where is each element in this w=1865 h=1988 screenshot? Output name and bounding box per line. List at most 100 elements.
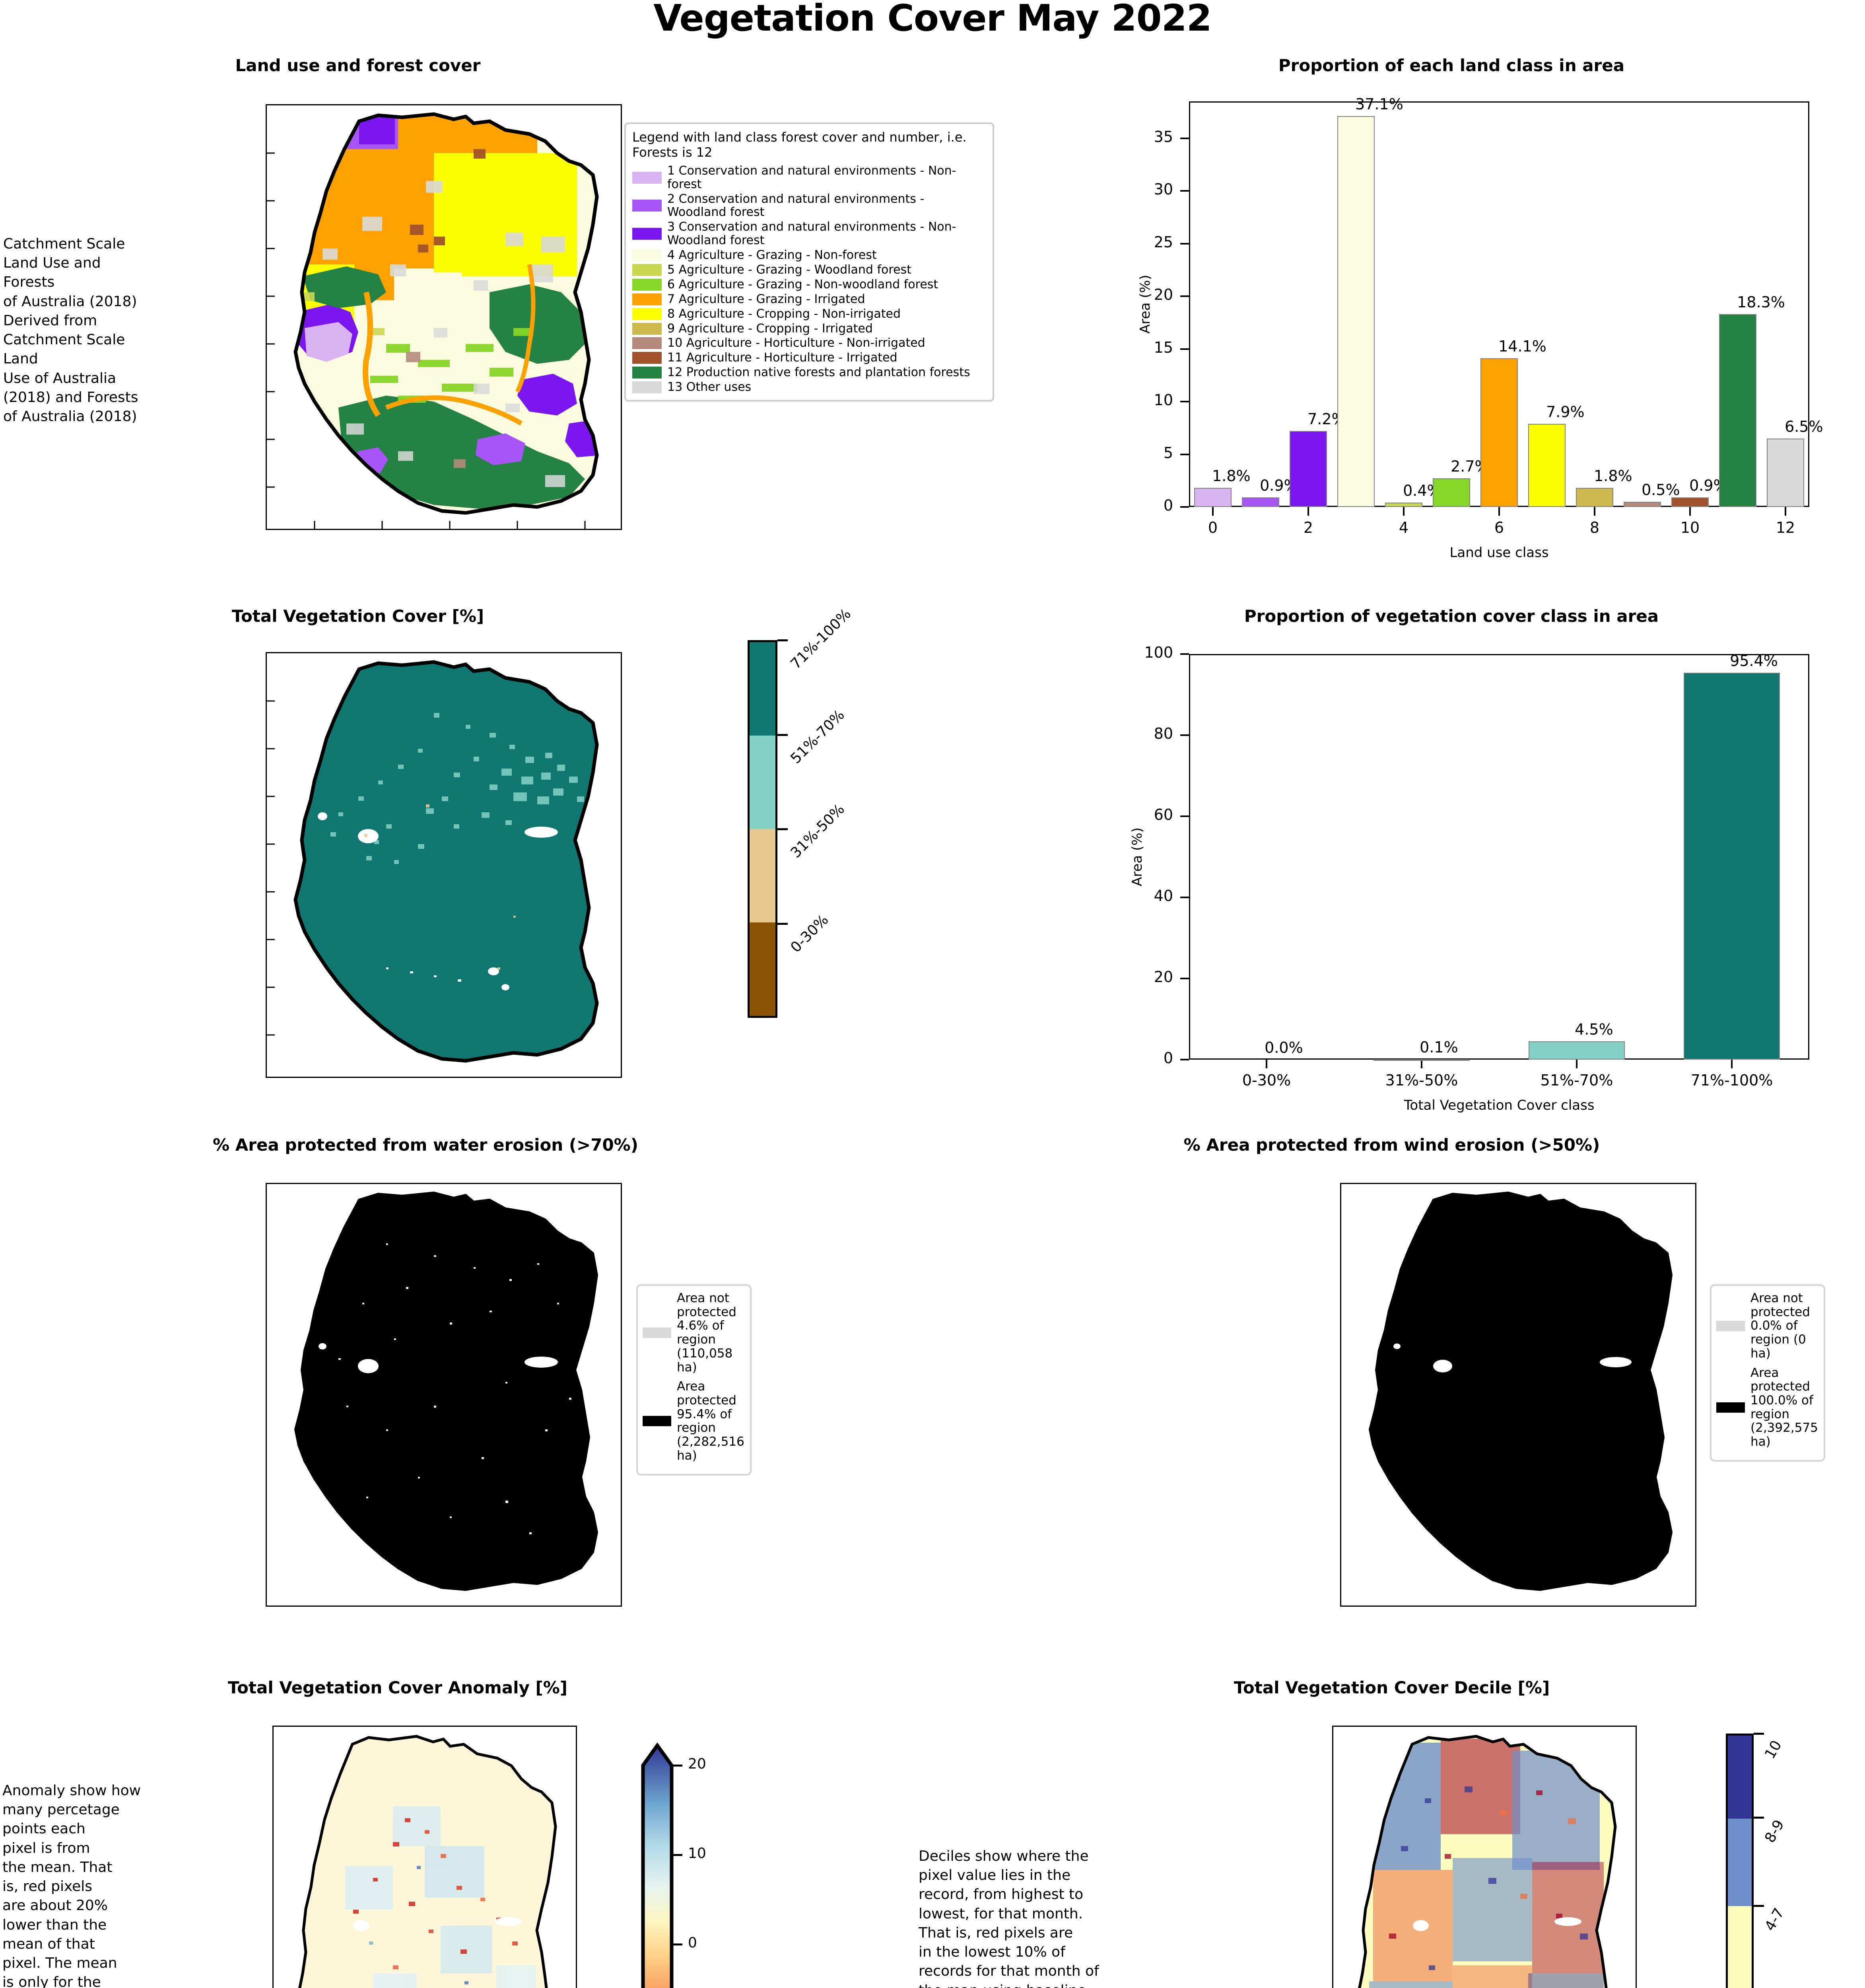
- y-tick-label: 10: [1154, 391, 1173, 409]
- page-title: Vegetation Cover May 2022: [653, 0, 1212, 39]
- land-use-panel-title: Land use and forest cover: [235, 56, 481, 75]
- x-tick-label: 8: [1589, 519, 1600, 536]
- colorbar-tick-label: 4-7: [1762, 1905, 1788, 1934]
- legend-item-label: 6 Agriculture - Grazing - Non-woodland f…: [667, 277, 938, 291]
- y-tick-label: 20: [1154, 968, 1173, 986]
- legend-item-label: 13 Other uses: [667, 380, 752, 394]
- legend-color-swatch: [632, 352, 662, 364]
- chart2-plot-frame: [1189, 654, 1809, 1060]
- erosion-item-label: Area not protected 0.0% of region (0 ha): [1750, 1291, 1810, 1361]
- y-tick-mark: [1180, 1059, 1189, 1060]
- decile-map-graphic: [1358, 1735, 1617, 1988]
- y-tick-mark: [1180, 653, 1189, 655]
- erosion-item-label: Area protected 100.0% of region (2,392,5…: [1750, 1365, 1818, 1449]
- bar-value-label: 37.1%: [1355, 95, 1403, 113]
- colorbar-tick: [1754, 1905, 1764, 1907]
- decile-explainer-note: Deciles show where the pixel value lies …: [919, 1848, 1099, 1988]
- colorbar-tick: [777, 922, 788, 925]
- bar: [1576, 488, 1613, 507]
- colorbar-segment: [750, 922, 775, 1016]
- legend-item-label: 11 Agriculture - Horticulture - Irrigate…: [667, 351, 898, 365]
- bar: [1671, 497, 1709, 507]
- water-erosion-panel-title: % Area protected from water erosion (>70…: [213, 1135, 638, 1155]
- chart2-ylabel: Area (%): [1129, 827, 1145, 886]
- colorbar-tick-label: 71%-100%: [787, 606, 855, 672]
- land-use-source-note: Catchment Scale Land Use and Forests of …: [3, 236, 138, 425]
- land-use-legend-item: 4 Agriculture - Grazing - Non-forest: [632, 248, 986, 262]
- land-class-chart-title: Proportion of each land class in area: [1278, 56, 1625, 75]
- x-tick-mark: [1731, 1060, 1733, 1068]
- land-use-legend-item: 13 Other uses: [632, 381, 986, 394]
- legend-item-label: 4 Agriculture - Grazing - Non-forest: [667, 248, 877, 262]
- bar: [1529, 1041, 1625, 1060]
- y-tick-label: 35: [1154, 128, 1173, 146]
- y-tick-mark: [1180, 295, 1189, 297]
- erosion-item-label: Area not protected 4.6% of region (110,0…: [677, 1291, 736, 1375]
- veg-class-bar-chart: 0 20 40 60 80 100 0-30% 31%-50% 51%-70% 71%-100%…: [1129, 644, 1809, 1113]
- colorbar-tick-label: 10: [1762, 1738, 1785, 1762]
- x-tick-mark: [1576, 1060, 1577, 1068]
- water-erosion-map-graphic: [294, 1191, 598, 1591]
- bar-value-label: 4.5%: [1575, 1021, 1613, 1039]
- wind-erosion-legend: Area not protected 0.0% of region (0 ha)…: [1710, 1284, 1825, 1462]
- x-tick-label: 31%-50%: [1385, 1072, 1458, 1089]
- colorbar-tick: [777, 639, 788, 641]
- anomaly-map: [272, 1726, 577, 1988]
- colorbar-tick-label: 0-30%: [787, 911, 832, 956]
- y-tick-mark: [1180, 401, 1189, 403]
- bar-value-label: 0.5%: [1642, 481, 1680, 499]
- erosion-item-label: Area protected 95.4% of region (2,282,51…: [677, 1379, 744, 1463]
- veg-class-chart-title: Proportion of vegetation cover class in …: [1244, 606, 1659, 626]
- decile-map: [1332, 1726, 1637, 1988]
- x-tick-mark: [1266, 1060, 1267, 1068]
- bar-value-label: 0.0%: [1265, 1039, 1303, 1056]
- legend-item-label: 8 Agriculture - Cropping - Non-irrigated: [667, 307, 901, 321]
- y-tick-label: 40: [1154, 887, 1173, 905]
- x-tick-label: 0: [1208, 519, 1218, 536]
- colorbar-tick: [777, 828, 788, 830]
- x-tick-label: 2: [1303, 519, 1313, 536]
- legend-color-swatch: [632, 278, 662, 291]
- wind-erosion-legend-item: Area not protected 0.0% of region (0 ha): [1716, 1291, 1819, 1361]
- anomaly-colorbar: [641, 1742, 674, 1988]
- land-use-legend-item: 12 Production native forests and plantat…: [632, 366, 986, 379]
- chart2-xlabel: Total Vegetation Cover class: [1404, 1097, 1595, 1113]
- x-tick-mark: [1212, 507, 1214, 516]
- bar: [1290, 431, 1327, 507]
- bar-value-label: 0.1%: [1420, 1038, 1458, 1056]
- land-use-legend-item: 3 Conservation and natural environments …: [632, 220, 986, 247]
- y-tick-label: 0: [1163, 1049, 1173, 1067]
- bar: [1242, 497, 1279, 507]
- y-tick-label: 30: [1154, 181, 1173, 198]
- decile-colorbar: [1726, 1734, 1754, 1988]
- veg-cover-map: [266, 652, 622, 1078]
- bar-value-label: 1.8%: [1212, 467, 1251, 485]
- chart1-xlabel: Land use class: [1449, 545, 1549, 561]
- y-tick-mark: [1180, 506, 1189, 508]
- land-use-legend-item: 10 Agriculture - Horticulture - Non-irri…: [632, 336, 986, 350]
- x-tick-mark: [1307, 507, 1309, 516]
- colorbar-tick: [672, 1943, 682, 1945]
- x-tick-mark: [1594, 507, 1595, 516]
- legend-color-swatch: [632, 322, 662, 335]
- legend-item-label: 5 Agriculture - Grazing - Woodland fores…: [667, 263, 911, 277]
- x-tick-label: 0-30%: [1242, 1072, 1291, 1089]
- colorbar-segment: [750, 642, 775, 736]
- legend-item-label: 10 Agriculture - Horticulture - Non-irri…: [667, 336, 925, 350]
- x-tick-mark: [1421, 1060, 1422, 1068]
- bar: [1528, 423, 1566, 507]
- legend-color-swatch: [632, 293, 662, 305]
- colorbar-tick: [672, 1854, 682, 1856]
- bar: [1684, 672, 1780, 1060]
- legend-item-label: 2 Conservation and natural environments …: [667, 192, 925, 219]
- bar: [1480, 358, 1518, 507]
- wind-erosion-map-graphic: [1368, 1191, 1673, 1591]
- chart1-ylabel: Area (%): [1137, 275, 1153, 334]
- veg-cover-map-graphic: [267, 660, 599, 1063]
- y-tick-label: 60: [1154, 806, 1173, 823]
- legend-color-swatch: [632, 171, 662, 184]
- colorbar-segment: [750, 829, 775, 922]
- y-tick-mark: [1180, 190, 1189, 192]
- land-use-legend-item: 5 Agriculture - Grazing - Woodland fores…: [632, 263, 986, 277]
- colorbar-tick-label: 31%-50%: [787, 801, 848, 861]
